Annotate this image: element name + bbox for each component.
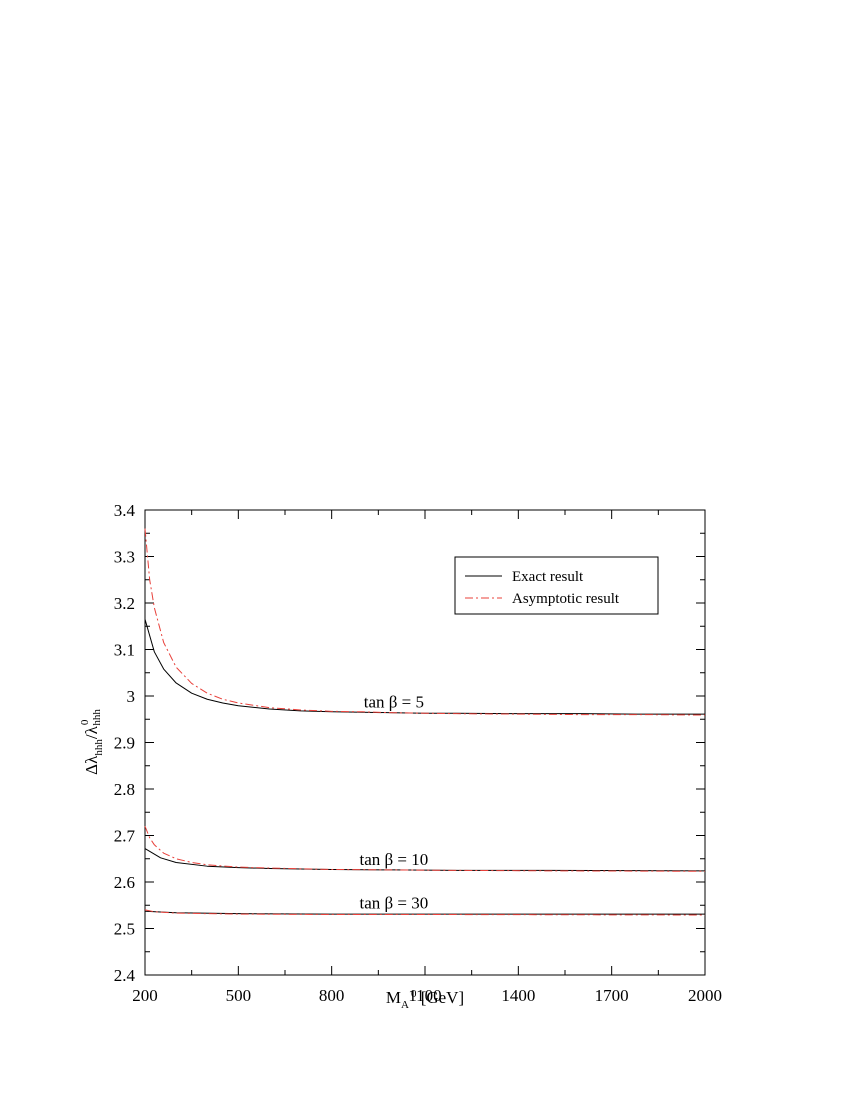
y-tick-label: 2.8 [114,780,135,799]
y-tick-label: 2.9 [114,734,135,753]
legend-label-exact: Exact result [512,569,584,585]
legend-label-asymptotic: Asymptotic result [512,591,620,607]
y-tick-label: 2.7 [114,827,136,846]
curve-annotation: tan β = 10 [360,850,429,869]
axis-ticks [144,509,706,976]
x-tick-label: 1100 [408,986,441,1005]
y-axis-title: Δλhhh/λ0hhh [79,709,105,775]
x-tick-label: 500 [226,986,252,1005]
x-tick-label: 2000 [688,986,722,1005]
x-tick-label: 800 [319,986,345,1005]
tick-labels: 200 500 800 1100 1400 1700 2000 2.4 2.5 2.6 2.7 2.8… [114,501,722,1005]
series-line-exact [144,619,705,715]
y-tick-label: 3.1 [114,641,135,660]
y-tick-label: 2.5 [114,920,135,939]
series-line-asymptotic [144,528,706,716]
annotations: tan β = 5 tan β = 10 tan β = 30 [360,693,429,913]
series-group [144,528,706,916]
y-tick-label: 3.2 [114,594,135,613]
curve-annotation: tan β = 5 [364,693,424,712]
curve-annotation: tan β = 30 [360,894,429,913]
x-tick-label: 1700 [595,986,629,1005]
series-line-asymptotic [144,909,706,916]
y-tick-label: 2.6 [114,873,135,892]
y-tick-label: 3 [127,687,136,706]
x-tick-label: 200 [132,986,158,1005]
y-tick-label: 3.3 [114,548,135,567]
x-axis-title: MA0 [GeV] [386,988,464,1011]
legend-box [454,556,659,615]
y-tick-label: 2.4 [114,966,136,985]
legend: Exact result Asymptotic result [454,556,659,615]
y-tick-label: 3.4 [114,501,136,520]
series-line-asymptotic [144,826,706,872]
x-tick-label: 1400 [501,986,535,1005]
